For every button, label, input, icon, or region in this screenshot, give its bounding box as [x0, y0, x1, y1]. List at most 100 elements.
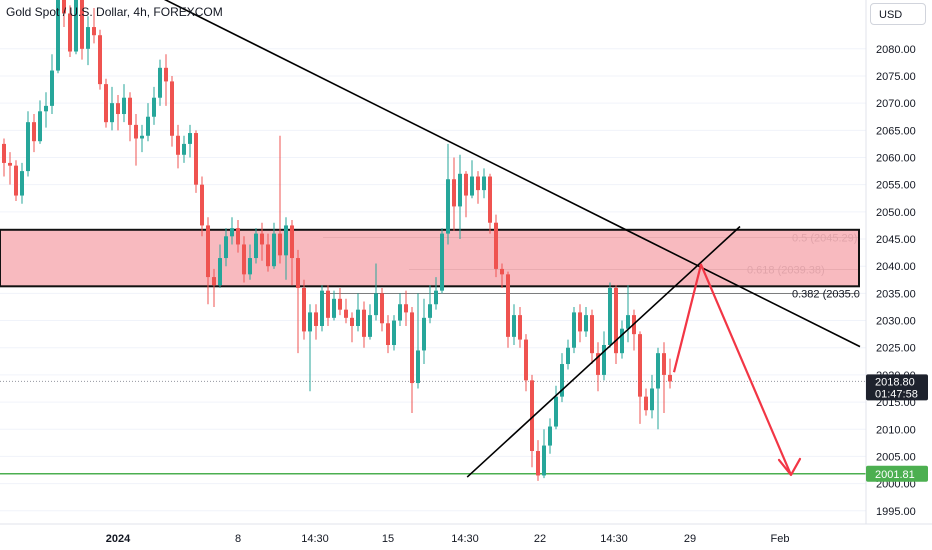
time-tick-label: 14:30 [301, 533, 329, 545]
candle [554, 385, 558, 430]
candle-body [350, 317, 354, 326]
candle-body [380, 293, 384, 324]
candle [518, 306, 522, 348]
candle [332, 290, 336, 321]
candle-body [44, 105, 48, 112]
candle [104, 78, 108, 128]
currency-selector[interactable]: USD [870, 3, 926, 25]
candle-body [26, 122, 30, 172]
candle [476, 171, 480, 204]
candle-body [434, 290, 438, 305]
candle [254, 228, 258, 264]
candle-body [302, 287, 306, 332]
candle [452, 157, 456, 231]
candle [464, 171, 468, 218]
candle-body [608, 287, 612, 346]
candle [326, 285, 330, 326]
candle [146, 103, 150, 142]
candle-body [224, 236, 228, 259]
candle-body [14, 165, 18, 196]
candle-body [446, 179, 450, 234]
candle-body [500, 268, 504, 275]
candle-body [596, 353, 600, 375]
candle [308, 304, 312, 392]
price-tick-label: 2060.00 [876, 153, 916, 165]
candle-body [242, 244, 246, 275]
price-tick-label: 2040.00 [876, 261, 916, 273]
candle-body [494, 222, 498, 269]
candle [266, 233, 270, 272]
candle-body [566, 347, 570, 365]
candle-body [260, 233, 264, 245]
candle [212, 268, 216, 307]
candle [86, 16, 90, 66]
candle-body [80, 0, 84, 49]
candle [224, 228, 228, 267]
resistance-zone [0, 228, 860, 288]
candle-body [638, 334, 642, 397]
candle [338, 287, 342, 316]
candle-body [578, 312, 582, 332]
price-tick-label: 2025.00 [876, 343, 916, 355]
price-tick-label: 2055.00 [876, 180, 916, 192]
candle [152, 86, 156, 125]
candle [656, 347, 660, 430]
price-tick-label: 2070.00 [876, 98, 916, 110]
candle-body [656, 353, 660, 389]
candle [608, 282, 612, 348]
candle [512, 304, 516, 346]
candle-body [362, 309, 366, 337]
candle [470, 160, 474, 199]
candle-body [158, 67, 162, 98]
candle [356, 293, 360, 332]
candle-body [572, 312, 576, 348]
candle-body [560, 364, 564, 397]
candle [260, 222, 264, 261]
candle [14, 160, 18, 201]
price-scale: 1995.002000.002005.002010.002015.002020.… [865, 0, 932, 550]
candle-body [176, 135, 180, 155]
candle [368, 304, 372, 340]
time-tick-label: 22 [534, 533, 546, 545]
candle-body [530, 380, 534, 451]
candle-body [140, 135, 144, 139]
candle [116, 94, 120, 131]
candle-body [344, 309, 348, 318]
time-tick-label: 8 [235, 533, 241, 545]
projection-path [672, 263, 793, 476]
candle [410, 306, 414, 413]
candle [650, 374, 654, 419]
candle-body [32, 122, 36, 142]
descending-trendline [163, 0, 861, 348]
candle-body [554, 396, 558, 427]
price-scale-background [866, 0, 932, 550]
candle [644, 388, 648, 416]
candle [524, 334, 528, 392]
candle-body [188, 133, 192, 144]
candle-body [584, 315, 588, 332]
price-tick-label: 2050.00 [876, 207, 916, 219]
candle-body [392, 320, 396, 346]
candle-body [110, 103, 114, 123]
candle-body [524, 339, 528, 381]
candle-body [662, 353, 666, 375]
candle-body [386, 323, 390, 346]
candle [350, 312, 354, 343]
candle-body [308, 312, 312, 332]
candle-body [410, 312, 414, 384]
candle-body [482, 176, 486, 191]
candle-body [476, 176, 480, 191]
candle [122, 84, 126, 123]
candle-body [290, 225, 294, 259]
candle [344, 298, 348, 324]
candle [8, 152, 12, 185]
candle [194, 130, 198, 193]
candle [44, 92, 48, 128]
candle [548, 418, 552, 454]
candle [404, 290, 408, 326]
candle-body [398, 304, 402, 321]
support-price-badge [866, 465, 928, 482]
candle [632, 309, 636, 351]
